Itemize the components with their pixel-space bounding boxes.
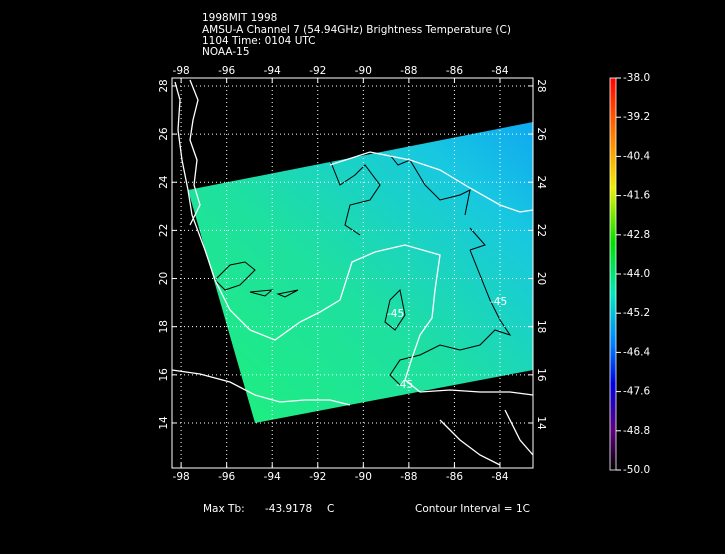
colorbar-label: -42.8 <box>623 229 650 241</box>
contour-line <box>469 227 486 251</box>
colorbar-label: -40.4 <box>623 150 650 162</box>
map-frame <box>171 77 534 469</box>
footer: Max Tb: -43.9178 C Contour Interval = 1C <box>203 503 530 515</box>
contour-label: -45 <box>490 296 507 308</box>
lat-tick-label: 24 <box>535 176 547 190</box>
colorbar-label: -50.0 <box>623 464 650 476</box>
lon-tick-label: -96 <box>218 471 235 483</box>
header-line: AMSU-A Channel 7 (54.94GHz) Brightness T… <box>202 24 511 36</box>
lon-tick-label: -94 <box>264 65 281 77</box>
colorbar-label: -47.6 <box>623 386 650 398</box>
colorbar-label: -45.2 <box>623 307 650 319</box>
lat-tick-label: 16 <box>158 368 170 382</box>
lat-tick-label: 14 <box>158 416 170 430</box>
header-line: 1998MIT 1998 <box>202 12 277 24</box>
lat-tick-label: 26 <box>158 127 170 141</box>
colorbar-label: -48.8 <box>623 425 650 437</box>
lat-tick-label: 24 <box>158 175 170 189</box>
lon-tick-label: -92 <box>309 65 326 77</box>
colorbar-label: -44.0 <box>623 268 650 280</box>
colorbar-label: -41.6 <box>623 190 650 202</box>
lon-tick-label: -86 <box>446 65 463 77</box>
lat-tick-label: 28 <box>158 79 170 92</box>
colorbar-label: -38.0 <box>623 72 650 84</box>
lon-tick-label: -84 <box>491 65 508 77</box>
lon-tick-label: -88 <box>400 65 417 77</box>
contour-line <box>384 288 406 331</box>
lat-tick-label: 14 <box>535 416 547 430</box>
contour-label: -45 <box>387 308 404 320</box>
lat-tick-label: 28 <box>535 79 547 92</box>
contour-line <box>329 159 381 236</box>
contour-line <box>389 249 512 386</box>
lon-tick-label: -98 <box>173 471 190 483</box>
contour-line <box>389 154 471 216</box>
lon-tick-label: -94 <box>264 471 281 483</box>
coastline <box>174 81 534 396</box>
contour-line <box>214 261 256 291</box>
lat-tick-label: 26 <box>535 127 547 141</box>
lon-tick-label: -88 <box>400 471 417 483</box>
contour-label: -45 <box>396 379 413 391</box>
header: 1998MIT 1998 AMSU-A Channel 7 (54.94GHz)… <box>202 12 511 58</box>
lat-tick-label: 22 <box>535 224 547 237</box>
lon-tick-label: -98 <box>173 65 190 77</box>
lat-tick-label: 16 <box>535 368 547 382</box>
header-line: NOAA-15 <box>202 46 250 58</box>
lon-tick-label: -92 <box>309 471 326 483</box>
coastline <box>439 409 534 466</box>
contour-interval: Contour Interval = 1C <box>415 503 530 515</box>
coastline <box>189 79 201 226</box>
max-label: Max Tb: <box>203 503 245 515</box>
colorbar-label: -46.4 <box>623 346 650 358</box>
lat-tick-label: 20 <box>158 272 170 285</box>
header-line: 1104 Time: 0104 UTC <box>202 35 316 47</box>
lat-tick-label: 22 <box>158 224 170 237</box>
max-unit: C <box>327 503 334 515</box>
lon-tick-label: -86 <box>446 471 463 483</box>
contour-line <box>249 289 299 298</box>
lon-tick-label: -96 <box>218 65 235 77</box>
lon-tick-label: -90 <box>355 65 372 77</box>
lon-tick-label: -84 <box>491 471 508 483</box>
colorbar <box>609 77 617 471</box>
satellite-swath <box>188 122 533 423</box>
lon-tick-label: -90 <box>355 471 372 483</box>
lat-tick-label: 18 <box>535 320 547 333</box>
colorbar-label: -39.2 <box>623 111 650 123</box>
max-value: -43.9178 <box>265 503 312 515</box>
coastline <box>329 151 534 213</box>
contours <box>214 154 512 386</box>
lat-tick-label: 20 <box>535 272 547 285</box>
lat-tick-label: 18 <box>158 320 170 333</box>
